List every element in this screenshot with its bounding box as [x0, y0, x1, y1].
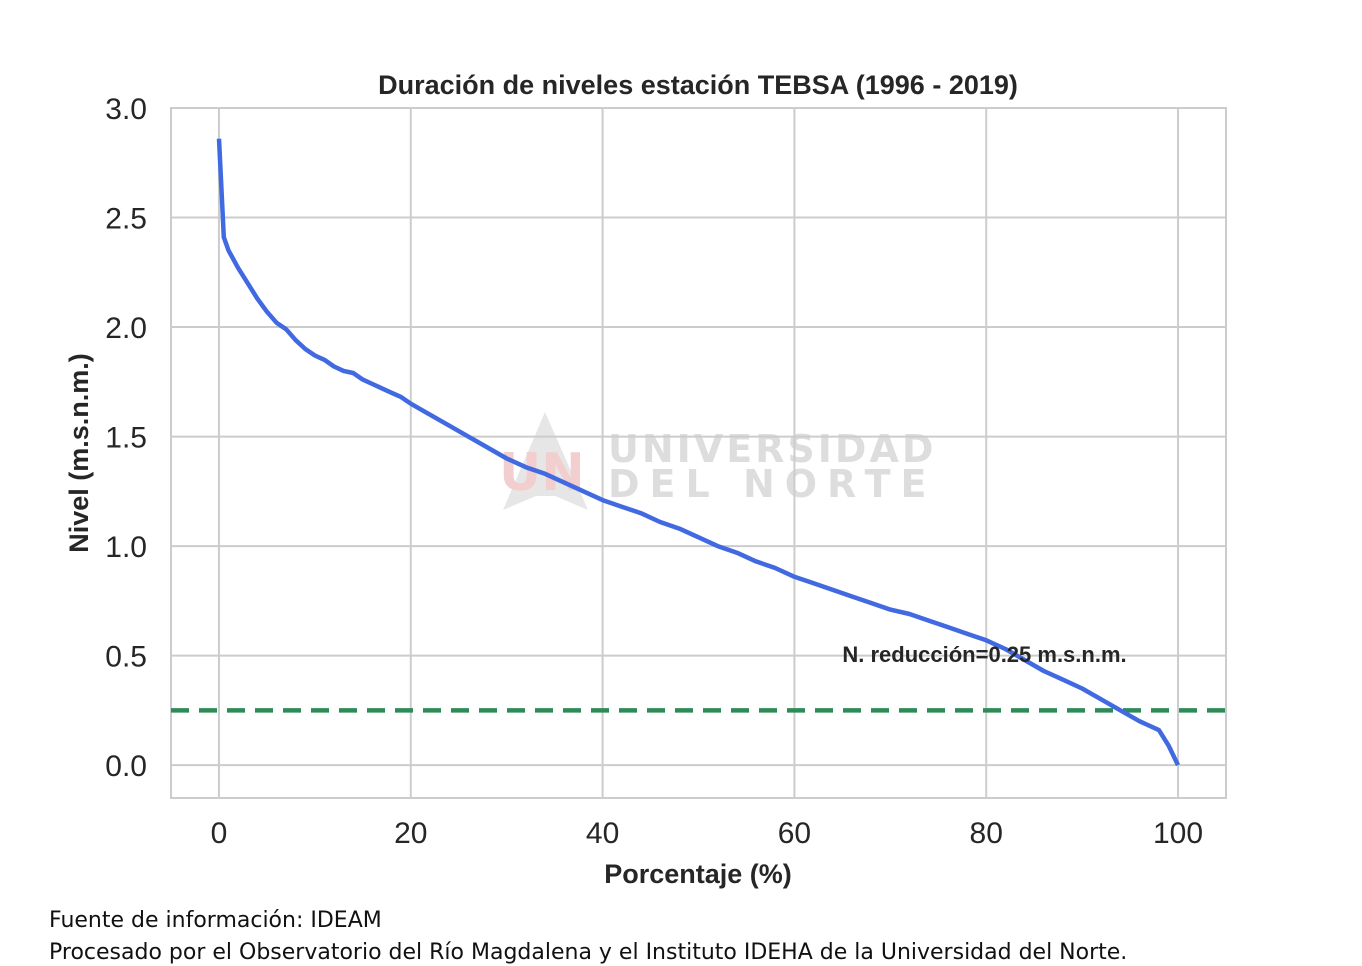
watermark: UN UNIVERSIDAD DEL NORTE	[499, 412, 936, 510]
footer-credits: Procesado por el Observatorio del Río Ma…	[49, 940, 1128, 965]
x-tick-labels: 0 20 40 60 80 100	[211, 817, 1203, 850]
x-tick-label: 40	[586, 817, 619, 850]
x-tick-label: 0	[211, 817, 228, 850]
y-tick-label: 1.5	[105, 422, 147, 455]
y-tick-label: 0.5	[105, 641, 147, 674]
plot-frame	[170, 107, 1227, 799]
y-tick-labels: 0.0 0.5 1.0 1.5 2.0 2.5 3.0	[105, 93, 147, 783]
y-tick-label: 1.0	[105, 531, 147, 564]
y-axis-label: Nivel (m.s.n.m.)	[64, 353, 94, 553]
y-tick-label: 2.5	[105, 203, 147, 236]
x-tick-label: 20	[394, 817, 427, 850]
chart: UN UNIVERSIDAD DEL NORTE N. reducción=0.…	[64, 70, 1227, 889]
series-line	[216, 138, 1181, 767]
x-tick-label: 80	[970, 817, 1003, 850]
x-tick-label: 100	[1153, 817, 1203, 850]
watermark-line-2: DEL NORTE	[608, 462, 936, 506]
y-tick-label: 0.0	[105, 750, 147, 783]
annotation-label: N. reducción=0.25 m.s.n.m.	[842, 642, 1126, 667]
y-tick-label: 3.0	[105, 93, 147, 126]
x-tick-label: 60	[778, 817, 811, 850]
x-axis-label: Porcentaje (%)	[604, 859, 792, 889]
chart-title: Duración de niveles estación TEBSA (1996…	[378, 70, 1018, 100]
watermark-line-1: UNIVERSIDAD	[608, 427, 936, 471]
grid	[171, 107, 1226, 798]
y-tick-label: 2.0	[105, 312, 147, 345]
footer-source: Fuente de información: IDEAM	[49, 908, 382, 933]
